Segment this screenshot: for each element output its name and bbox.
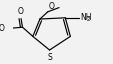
Text: O: O — [18, 7, 24, 16]
Text: NH: NH — [80, 13, 91, 22]
Text: S: S — [47, 53, 52, 62]
Text: O: O — [48, 2, 54, 11]
Text: O: O — [0, 24, 5, 33]
Text: 2: 2 — [86, 17, 90, 22]
